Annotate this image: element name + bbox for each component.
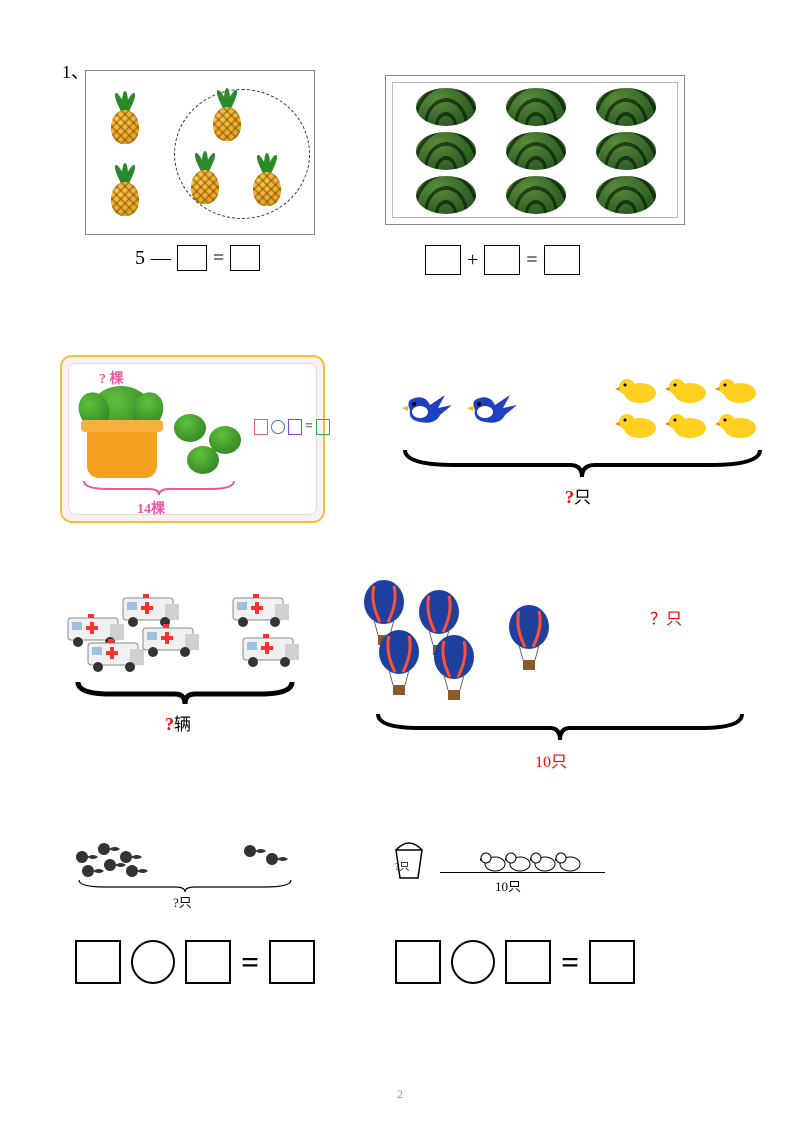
yellow-chick — [615, 375, 659, 405]
total-label: 10只 — [495, 876, 521, 895]
tadpole — [103, 856, 127, 874]
plus-sign: + — [467, 249, 478, 272]
blue-bird — [465, 390, 520, 430]
pineapple-panel — [85, 70, 315, 235]
watermelon — [506, 88, 566, 126]
equation-box-circle-1: = — [75, 940, 315, 984]
answer-box[interactable] — [269, 940, 315, 984]
answer-box[interactable] — [185, 940, 231, 984]
hot-air-balloon — [430, 635, 478, 710]
answer-box[interactable] — [544, 245, 580, 275]
duck — [555, 850, 581, 872]
birds-problem: ?只 — [390, 375, 790, 525]
page-number: 2 — [397, 1087, 403, 1102]
pot-question-label: ? 棵 — [99, 368, 124, 388]
brace-icon — [370, 710, 750, 745]
brace-icon — [395, 445, 770, 480]
pineapple — [106, 89, 144, 144]
cabbage — [209, 426, 241, 454]
duck — [505, 850, 531, 872]
equation-1: 5 — = — [135, 245, 260, 271]
answer-box[interactable] — [177, 245, 207, 271]
equation-box-circle-2: = — [395, 940, 635, 984]
answer-box[interactable] — [254, 419, 268, 435]
cabbage-panel: ? 棵 14棵 = — [60, 355, 325, 523]
underline — [440, 872, 605, 873]
total-label: 10只 — [535, 748, 567, 772]
yellow-chick — [615, 410, 659, 440]
answer-box[interactable] — [288, 419, 302, 435]
row-1: 5 — = + = — [85, 70, 725, 290]
equation-2: + = — [425, 245, 580, 275]
balloon-problem: ？只 10只 — [360, 580, 760, 790]
watermelon — [416, 88, 476, 126]
total-label: 14棵 — [137, 498, 165, 518]
tadpole — [243, 842, 267, 860]
question-label: ?辆 — [165, 710, 191, 735]
answer-box[interactable] — [395, 940, 441, 984]
duck — [480, 850, 506, 872]
row-3: ?辆 ？只 10只 — [60, 580, 760, 790]
equals-sign: = — [241, 944, 259, 981]
yellow-chick — [665, 375, 709, 405]
answer-box[interactable] — [589, 940, 635, 984]
watermelon-panel — [385, 75, 685, 225]
pineapple — [208, 86, 246, 141]
bracket-under — [79, 479, 239, 497]
equals-sign: = — [561, 944, 579, 981]
watermelon — [416, 176, 476, 214]
bucket-problem: ?只 10只 — [385, 840, 665, 910]
operator-circle[interactable] — [131, 940, 175, 984]
mini-equation: = — [254, 419, 330, 435]
brace-icon — [70, 678, 300, 708]
answer-box[interactable] — [484, 245, 520, 275]
ambulance — [235, 630, 305, 672]
answer-box[interactable] — [230, 245, 260, 271]
blue-bird — [400, 390, 455, 430]
minus-sign: — — [151, 247, 171, 270]
yellow-chick — [715, 375, 759, 405]
operator-circle[interactable] — [451, 940, 495, 984]
equals-sign: = — [213, 247, 224, 270]
ambulance — [225, 590, 295, 632]
watermelon — [596, 88, 656, 126]
answer-box[interactable] — [505, 940, 551, 984]
yellow-chick — [665, 410, 709, 440]
pineapple — [106, 161, 144, 216]
equals-sign: = — [526, 249, 537, 272]
tadpole — [265, 850, 289, 868]
answer-box[interactable] — [425, 245, 461, 275]
answer-box[interactable] — [75, 940, 121, 984]
duck — [530, 850, 556, 872]
watermelon — [596, 132, 656, 170]
ambulance — [135, 620, 205, 662]
watermelon — [416, 132, 476, 170]
tadpole-problem: ?只 — [75, 840, 335, 910]
operator-circle[interactable] — [271, 420, 285, 434]
hot-air-balloon — [375, 630, 423, 705]
watermelon — [506, 132, 566, 170]
cabbage — [174, 414, 206, 442]
ambulance-problem: ?辆 — [60, 580, 340, 780]
bucket-label: ?只 — [395, 858, 409, 873]
question-label: ?只 — [173, 892, 192, 911]
answer-box[interactable] — [316, 419, 330, 435]
equals-sign: = — [305, 419, 313, 435]
yellow-chick — [715, 410, 759, 440]
hot-air-balloon — [505, 605, 553, 680]
row-2: ? 棵 14棵 = — [60, 355, 740, 545]
flower-pot — [87, 428, 157, 478]
watermelon — [506, 176, 566, 214]
pineapple — [186, 149, 224, 204]
missing-label: ？只 — [650, 605, 682, 629]
pineapple — [248, 151, 286, 206]
question-label: ?只 — [565, 483, 591, 508]
row-4: ?只 ?只 10只 = = — [60, 840, 760, 960]
watermelon — [596, 176, 656, 214]
eq-prefix: 5 — [135, 247, 145, 270]
